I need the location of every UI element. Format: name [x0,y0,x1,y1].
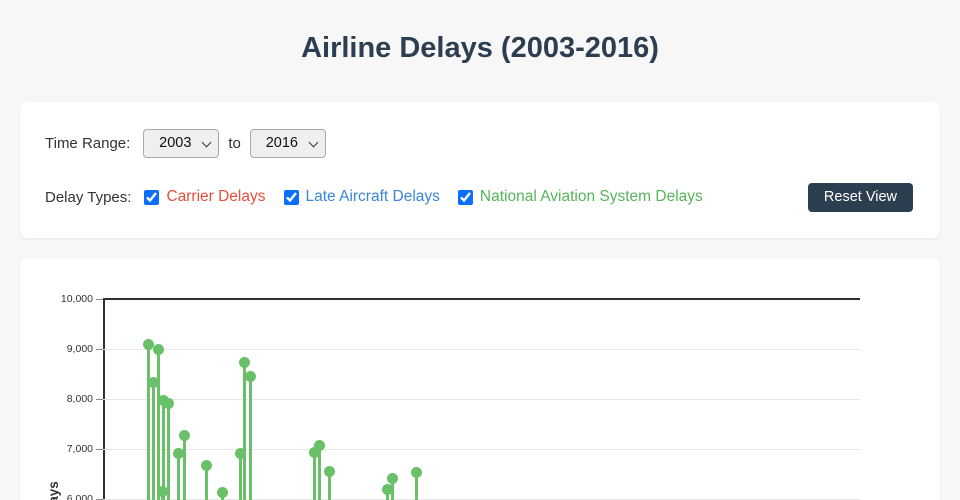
plot-area[interactable]: Number of Delays 10,0009,0008,0007,0006,… [20,258,940,500]
stem [414,472,418,500]
stem-marker[interactable] [147,377,159,388]
gridline-9000 [103,349,860,350]
stem [317,445,321,500]
gridline-7000 [103,449,860,450]
gridline-8000 [103,399,860,400]
carrier-delays-checkbox[interactable] [144,189,160,205]
reset-view-button[interactable]: Reset View [807,182,913,212]
stem-marker[interactable] [410,466,422,478]
stem-marker[interactable] [386,473,398,484]
stem [166,403,170,500]
stem [248,376,252,500]
stem [243,362,246,500]
stem [390,478,394,500]
late-aircraft-delays-label: Late Aircraft Delays [305,188,440,205]
time-range-label: Time Range: [45,134,131,152]
y-tick-label: 8,000 [66,392,93,405]
nas-delays-label: National Aviation System Delays [479,188,703,205]
stem-marker[interactable] [313,440,325,451]
stem [238,453,242,500]
stem-marker[interactable] [308,446,320,458]
stem-marker[interactable] [323,466,335,477]
delay-types-row: Delay Types: Carrier Delays Late Aircraf… [45,181,913,213]
stem-marker[interactable] [152,344,164,355]
stem-marker[interactable] [381,483,393,495]
stem [182,435,186,500]
nas-delays-checkbox[interactable] [457,189,473,205]
y-tick-label: 10,000 [60,292,93,305]
year-from-select-wrap: 2003 [143,128,220,158]
stem-marker[interactable] [172,448,184,459]
page-title: Airline Delays (2003-2016) [301,32,659,64]
stem [176,453,180,500]
chart-panel: Number of Delays 10,0009,0008,0007,0006,… [20,258,940,500]
late-aircraft-delays-checkbox[interactable] [283,189,299,205]
stem [156,349,160,500]
year-to-select[interactable]: 2016 [249,128,326,158]
stem [312,452,316,500]
stem-marker[interactable] [239,357,250,368]
y-tick-mark [96,299,103,300]
gridline-10000 [103,298,860,300]
stem [385,489,389,500]
stem-marker[interactable] [142,339,154,350]
to-word: to [228,134,241,152]
y-tick-mark [96,349,103,350]
time-range-row: Time Range: 2003 to 2016 [45,127,913,159]
checkbox-nas-delays[interactable]: National Aviation System Delays [457,188,703,206]
year-from-select[interactable]: 2003 [143,128,220,158]
stem-marker[interactable] [234,447,246,459]
stem [162,400,165,500]
y-tick-label: 7,000 [66,442,93,455]
carrier-delays-label: Carrier Delays [166,188,266,205]
stem [204,465,208,500]
y-tick-mark [96,399,103,400]
y-tick-label: 6,000 [66,492,93,500]
stem-marker[interactable] [162,398,174,409]
y-tick-label: 9,000 [66,342,93,355]
controls-panel: Time Range: 2003 to 2016 Delay Types: Ca… [20,102,940,238]
stem-marker[interactable] [244,370,256,382]
stem-marker[interactable] [156,486,168,497]
stem [327,471,331,500]
delay-types-label: Delay Types: [45,188,132,206]
y-tick-mark [96,449,103,450]
checkbox-late-aircraft-delays[interactable]: Late Aircraft Delays [283,188,440,206]
stem-marker[interactable] [216,487,228,498]
stem [146,344,150,500]
stem-marker[interactable] [178,430,190,441]
checkbox-carrier-delays[interactable]: Carrier Delays [144,188,266,206]
stem [151,382,155,500]
year-to-select-wrap: 2016 [249,128,326,158]
stem-marker[interactable] [200,460,212,471]
